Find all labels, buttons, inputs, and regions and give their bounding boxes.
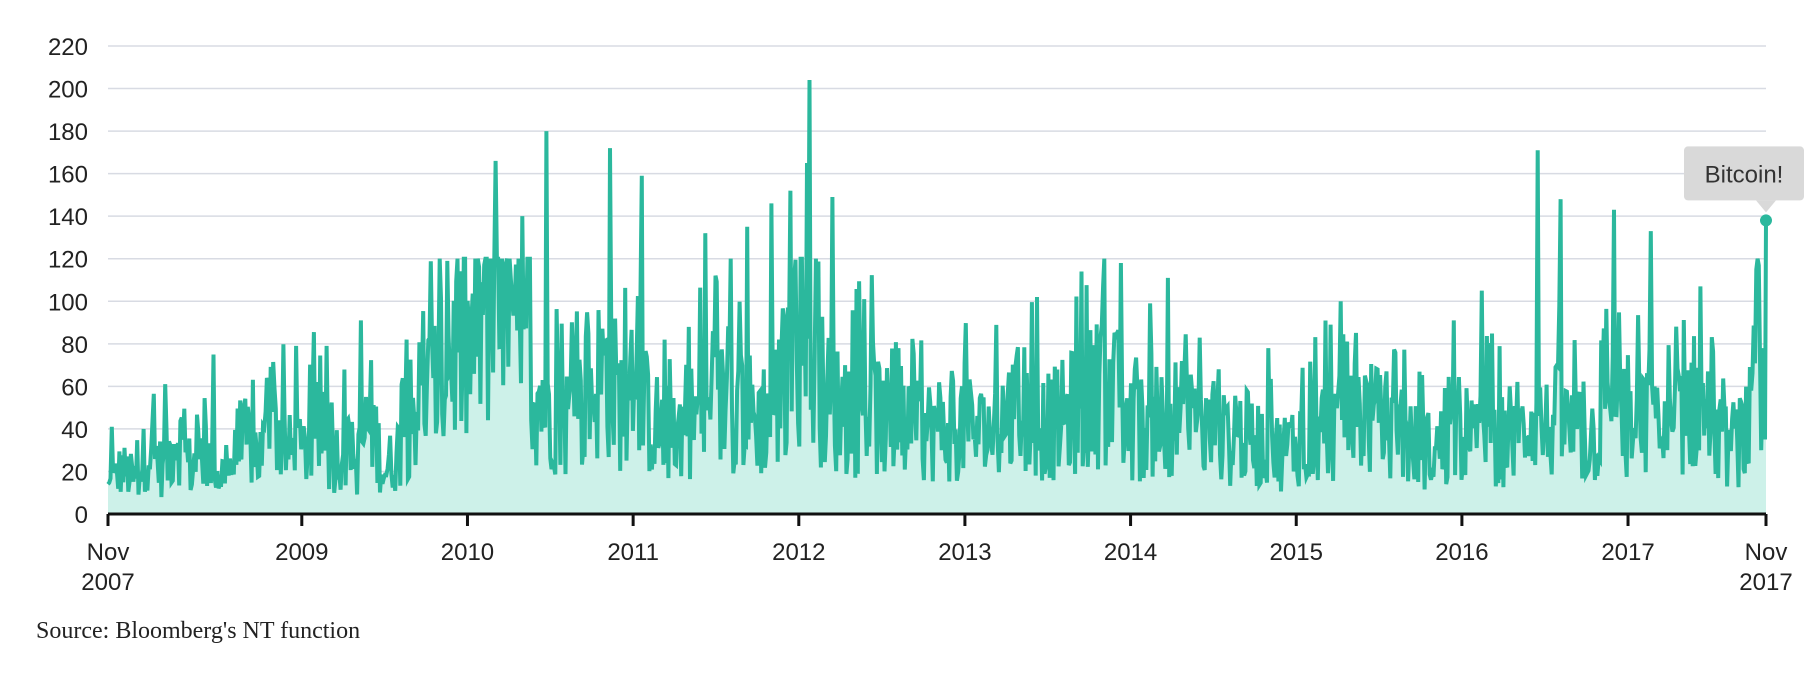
x-tick-label: Nov [87, 539, 130, 566]
series-line [106, 79, 1768, 498]
annotation-background [1684, 146, 1804, 201]
x-tick-label: 2013 [938, 539, 991, 566]
x-tick-label: 2017 [1601, 539, 1654, 566]
x-tick-label: 2011 [607, 539, 659, 566]
last-point-marker [1760, 214, 1772, 227]
y-tick-label: 100 [48, 289, 88, 316]
y-tick-label: 60 [61, 374, 88, 401]
chart: 0 20 40 60 80 100 120 140 160 180 200 220 Nov 2007 20… [48, 34, 1804, 596]
x-tick-label: 2017 [1739, 569, 1792, 596]
annotation-label: Bitcoin! [1705, 161, 1784, 188]
y-axis-ticks: 0 20 40 60 80 100 120 140 160 180 200 220 [48, 34, 88, 529]
x-tick-label: 2012 [772, 539, 825, 566]
y-tick-label: 40 [61, 417, 88, 444]
y-tick-label: 80 [61, 332, 88, 359]
x-tick-label: 2007 [81, 569, 134, 596]
annotation-callout: Bitcoin! [1684, 146, 1804, 227]
annotation-pointer [1756, 200, 1776, 213]
x-tick-label: 2016 [1435, 539, 1488, 566]
y-tick-label: 120 [48, 247, 88, 274]
y-tick-label: 20 [61, 459, 88, 486]
y-tick-label: 220 [48, 34, 88, 61]
y-tick-label: 0 [75, 502, 88, 529]
x-tick-label: 2009 [275, 539, 328, 566]
x-tick-label: Nov [1745, 539, 1788, 566]
x-tick-label: 2014 [1104, 539, 1157, 566]
y-tick-label: 180 [48, 119, 88, 146]
x-tick-label: 2010 [441, 539, 494, 566]
source-note: Source: Bloomberg's NT function [36, 618, 361, 644]
y-tick-label: 140 [48, 204, 88, 231]
y-tick-label: 200 [48, 77, 88, 104]
y-tick-label: 160 [48, 162, 88, 189]
gridlines [108, 45, 1766, 473]
x-axis-ticks: Nov 2007 2009 2010 2011 2012 2013 2014 2015 2016 2… [81, 514, 1793, 596]
x-tick-label: 2015 [1270, 539, 1323, 566]
